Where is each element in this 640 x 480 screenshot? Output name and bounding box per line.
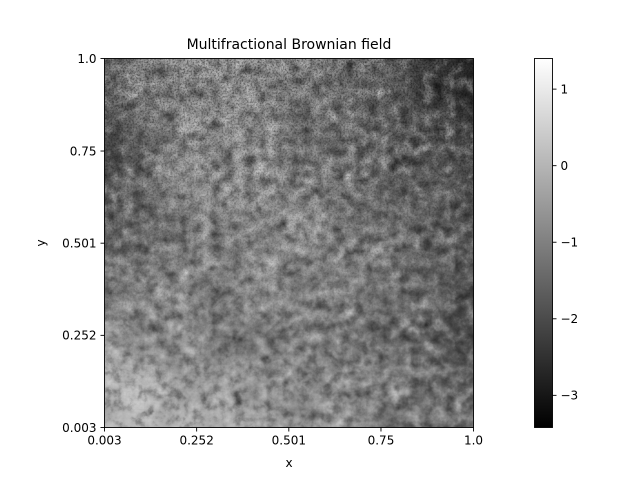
x-tick-label: 0.003 bbox=[87, 434, 121, 448]
colorbar-gradient bbox=[534, 58, 553, 428]
y-tick-label: 0.003 bbox=[62, 421, 96, 435]
x-axis-label: x bbox=[285, 456, 292, 470]
y-tick-label: 1.0 bbox=[77, 52, 96, 66]
y-axis: 0.003 0.252 0.501 0.75 1.0 bbox=[62, 52, 105, 435]
colorbar-ticks: 1 0 −1 −2 −3 bbox=[552, 82, 579, 403]
x-tick-label: 0.252 bbox=[179, 434, 213, 448]
colorbar-frame bbox=[534, 58, 553, 428]
x-axis: 0.003 0.252 0.501 0.75 1.0 bbox=[87, 427, 483, 448]
y-tick-label: 0.75 bbox=[70, 144, 97, 158]
colorbar: 1 0 −1 −2 −3 bbox=[534, 58, 579, 428]
colorbar-tick-label: −3 bbox=[561, 389, 579, 403]
y-tick-label: 0.501 bbox=[62, 236, 96, 250]
colorbar-tick-label: 1 bbox=[561, 82, 569, 96]
x-tick-label: 0.75 bbox=[368, 434, 395, 448]
y-tick-label: 0.252 bbox=[62, 329, 96, 343]
colorbar-tick-label: −1 bbox=[561, 236, 579, 250]
y-axis-label: y bbox=[34, 239, 48, 246]
chart-title: Multifractional Brownian field bbox=[187, 37, 392, 53]
colorbar-tick-label: −2 bbox=[561, 312, 579, 326]
colorbar-tick-label: 0 bbox=[561, 159, 569, 173]
heatmap-rough-texture bbox=[104, 58, 474, 428]
heatmap bbox=[104, 58, 474, 428]
x-tick-label: 0.501 bbox=[272, 434, 306, 448]
x-tick-label: 1.0 bbox=[464, 434, 483, 448]
